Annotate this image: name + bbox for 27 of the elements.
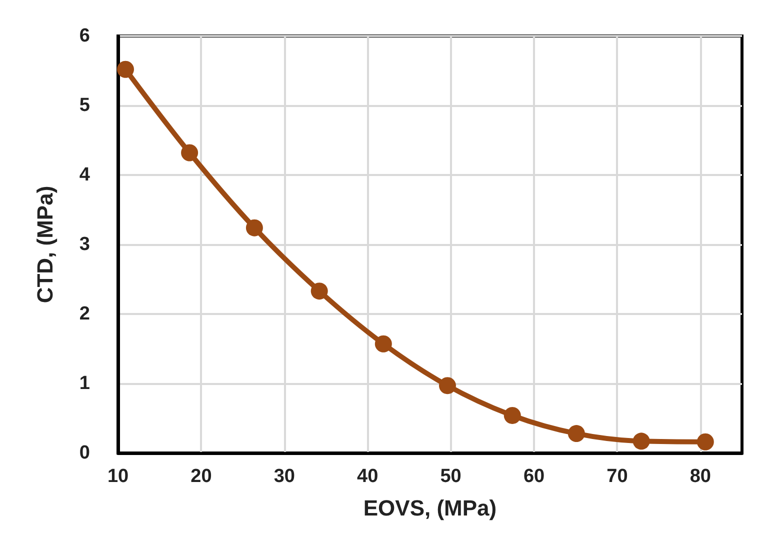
x-tick-label: 30 xyxy=(274,466,295,487)
point xyxy=(438,377,456,394)
point xyxy=(568,425,585,442)
point xyxy=(504,406,521,424)
x-tick-label: 40 xyxy=(357,466,378,487)
y-tick-label: 3 xyxy=(79,234,90,255)
y-tick-label: 5 xyxy=(79,95,90,116)
point xyxy=(632,432,650,450)
x-tick-label: 20 xyxy=(190,466,212,487)
y-tick-label: 1 xyxy=(79,373,90,394)
y-tick-label: 0 xyxy=(79,442,90,464)
x-axis-title: EOVS, (MPa) xyxy=(363,496,497,520)
x-tick-label: 50 xyxy=(440,466,462,487)
y-tick-label: 6 xyxy=(79,26,90,46)
point xyxy=(374,335,392,352)
x-tick-label: 60 xyxy=(523,466,545,487)
point xyxy=(246,219,263,236)
x-tick-label: 80 xyxy=(690,466,711,487)
point xyxy=(117,60,134,78)
point xyxy=(310,282,328,300)
point xyxy=(181,144,198,162)
point xyxy=(696,433,714,450)
y-tick-label: 2 xyxy=(79,304,90,324)
y-tick-label: 4 xyxy=(79,164,90,186)
x-tick-label: 70 xyxy=(606,466,628,487)
x-tick-label: 10 xyxy=(107,466,129,487)
y-axis-title: CTD, (MPa) xyxy=(32,186,58,304)
